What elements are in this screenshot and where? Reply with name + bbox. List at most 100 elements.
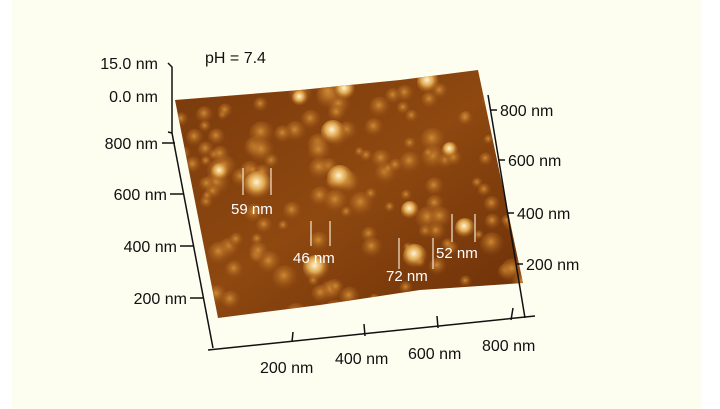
surface-grain (323, 189, 349, 214)
surface-grain (507, 287, 521, 301)
surface-grain (249, 121, 275, 147)
surface-grain (207, 128, 226, 146)
surface-grain (284, 302, 308, 318)
surface-grain (248, 241, 270, 263)
bottom-tick: 600 nm (408, 346, 461, 363)
particle-peak (401, 201, 419, 219)
surface-grain (403, 137, 417, 151)
particle-peak (211, 163, 229, 181)
left-tick: 800 nm (105, 136, 158, 153)
annotation-59nm: 59 nm (231, 201, 273, 218)
surface-grain (457, 110, 474, 127)
particle-peak (321, 120, 345, 144)
surface-grain (371, 149, 392, 170)
surface-grain (229, 232, 244, 248)
surface-grain (307, 140, 331, 164)
right-tick: 200 nm (526, 257, 579, 274)
surface-grain (505, 195, 517, 207)
surface-grain (430, 292, 448, 311)
surface-grain (385, 87, 402, 105)
surface-grain (309, 231, 330, 253)
surface-grain (175, 259, 190, 277)
surface-grain (184, 156, 202, 175)
surface-grain (478, 152, 493, 167)
particle-peak (455, 218, 475, 238)
left-tick: 400 nm (124, 239, 177, 256)
surface-grain (323, 299, 348, 318)
surface-grain (217, 103, 233, 119)
surface-grain (400, 189, 413, 202)
surface-grain (364, 118, 384, 138)
surface-grain (471, 177, 484, 189)
surface-grain (480, 232, 505, 257)
surface-grain (271, 72, 292, 93)
surface-grain (484, 213, 501, 230)
surface-grain (483, 134, 494, 145)
surface-grain (272, 265, 299, 291)
z-tick: 15.0 nm (100, 56, 158, 73)
surface-grain (425, 177, 444, 197)
z-axis-line (167, 62, 173, 134)
right-tick: 400 nm (517, 206, 570, 223)
surface-grain (441, 289, 460, 309)
surface-grain (211, 145, 230, 164)
particle-peak (327, 165, 353, 191)
surface-grain (253, 97, 269, 113)
surface-grain (513, 177, 523, 192)
surface-grain (429, 206, 452, 229)
surface-grain (369, 293, 380, 304)
bottom-axis-line (207, 315, 536, 351)
left-tick: 600 nm (114, 187, 167, 204)
surface-grain (221, 70, 246, 88)
surface-grain (224, 260, 245, 280)
surface-grain (330, 281, 343, 293)
surface-grain (477, 299, 494, 316)
annotation-52nm: 52 nm (436, 245, 478, 262)
surface-grain (459, 275, 472, 288)
bottom-tick: 400 nm (335, 351, 388, 368)
surface-grain (348, 191, 374, 217)
surface-grain (420, 127, 446, 153)
surface-grain (200, 155, 212, 168)
surface-grain (369, 96, 391, 118)
surface-grain (198, 176, 216, 193)
bottom-tick: 800 nm (482, 338, 535, 355)
surface-grain (202, 190, 213, 202)
particle-peak (244, 171, 272, 199)
surface-grain (220, 290, 241, 311)
surface-grain (474, 230, 485, 241)
surface-grain (483, 196, 501, 213)
left-tick: 200 nm (134, 291, 187, 308)
surface-grain (399, 151, 422, 174)
right-tick: 600 nm (508, 153, 561, 170)
surface-grain (282, 201, 302, 221)
annotation-72nm: 72 nm (386, 268, 428, 285)
particle-peak (417, 71, 439, 93)
annotation-46nm: 46 nm (293, 250, 335, 267)
surface-grain (210, 70, 233, 90)
surface-grain (311, 284, 331, 304)
particle-peak (403, 244, 427, 268)
surface-grain (277, 220, 289, 232)
surface-grain (185, 128, 204, 147)
surface-grain (405, 109, 419, 123)
surface-grain (252, 79, 269, 96)
surface-grain (244, 203, 265, 224)
surface-grain (423, 148, 434, 159)
surface-grain (265, 70, 283, 84)
surface-grain (250, 138, 275, 164)
right-tick: 800 nm (500, 103, 553, 120)
particle-peak (442, 142, 458, 158)
surface-grain (194, 70, 213, 90)
surface-grain (285, 76, 297, 88)
surface-grain (441, 238, 455, 252)
surface-grain (207, 241, 232, 266)
left-axis-line (171, 132, 214, 349)
surface-grain (175, 221, 183, 233)
particle-peak (335, 80, 355, 100)
plot-title: pH = 7.4 (205, 50, 266, 67)
surface-grain (328, 104, 346, 123)
surface-grain (300, 109, 322, 131)
